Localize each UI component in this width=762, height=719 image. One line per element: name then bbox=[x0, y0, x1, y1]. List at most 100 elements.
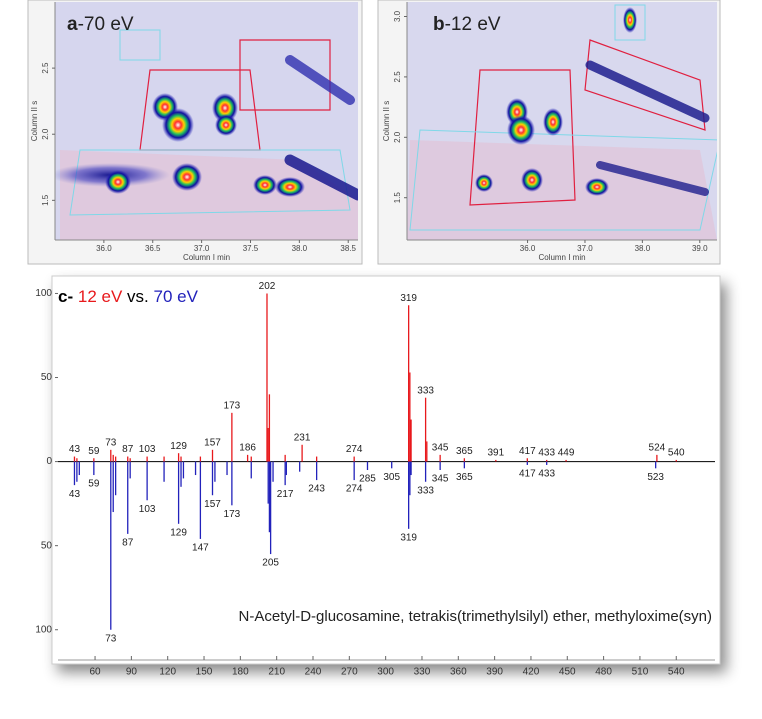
x-tick-label: 90 bbox=[126, 667, 138, 678]
region bbox=[407, 140, 717, 240]
peak-label: 365 bbox=[456, 472, 473, 483]
blob bbox=[215, 114, 237, 136]
x-tick-label: 450 bbox=[559, 667, 576, 678]
streak bbox=[284, 154, 358, 201]
blob bbox=[585, 178, 609, 196]
y-tick-label: 50 bbox=[41, 540, 53, 551]
peak-label: 449 bbox=[558, 448, 575, 459]
x-tick-label: 240 bbox=[305, 667, 322, 678]
blob bbox=[275, 177, 305, 197]
y-tick-label: 50 bbox=[41, 372, 53, 383]
y-axis-label: Column II s bbox=[30, 101, 39, 141]
panel-label: a bbox=[67, 14, 78, 35]
x-tick-label: 36.0 bbox=[520, 244, 536, 253]
y-tick-label: 2.5 bbox=[393, 71, 402, 83]
x-tick-label: 270 bbox=[341, 667, 358, 678]
peak-label: 391 bbox=[487, 448, 504, 459]
peak-label: 103 bbox=[139, 504, 156, 515]
peak-label: 365 bbox=[456, 446, 473, 457]
peak-label: 433 bbox=[538, 448, 555, 459]
heatmap-image bbox=[407, 2, 717, 240]
x-tick-label: 60 bbox=[89, 667, 101, 678]
peak-label: 274 bbox=[346, 484, 363, 495]
peak-label: 129 bbox=[170, 527, 187, 538]
y-tick-label: 100 bbox=[35, 288, 52, 299]
peak-label: 523 bbox=[647, 472, 664, 483]
x-tick-label: 120 bbox=[159, 667, 176, 678]
peak-label: 231 bbox=[294, 432, 311, 443]
streak bbox=[285, 55, 355, 105]
peak-label: 524 bbox=[649, 443, 666, 454]
blob bbox=[623, 7, 637, 33]
x-axis-label: Column I min bbox=[183, 253, 230, 262]
x-tick-label: 36.5 bbox=[145, 244, 161, 253]
x-tick-label: 38.5 bbox=[340, 244, 356, 253]
x-tick-label: 150 bbox=[196, 667, 213, 678]
streak bbox=[585, 60, 710, 123]
peak-label: 540 bbox=[668, 448, 685, 459]
peak-label: 157 bbox=[204, 437, 221, 448]
x-tick-label: 37.0 bbox=[577, 244, 593, 253]
x-tick-label: 510 bbox=[632, 667, 649, 678]
contour bbox=[409, 4, 717, 231]
peak-label: 333 bbox=[417, 485, 434, 496]
x-tick-label: 390 bbox=[486, 667, 503, 678]
x-tick-label: 38.0 bbox=[292, 244, 308, 253]
streak bbox=[596, 161, 709, 196]
blob bbox=[543, 108, 563, 136]
peak-label: 305 bbox=[383, 472, 400, 483]
blob bbox=[253, 175, 277, 195]
peak-label: 59 bbox=[88, 479, 100, 490]
peak-label: 73 bbox=[105, 633, 117, 644]
panel-title-text: -70 eV bbox=[78, 14, 134, 35]
peak-label: 319 bbox=[400, 293, 417, 304]
y-tick-label: 2.5 bbox=[41, 62, 50, 74]
x-tick-label: 330 bbox=[414, 667, 431, 678]
peak-label: 87 bbox=[122, 538, 134, 549]
peak-label: 333 bbox=[417, 385, 434, 396]
peak-label: 129 bbox=[170, 441, 187, 452]
blob bbox=[521, 168, 543, 192]
peak-label: 157 bbox=[204, 499, 221, 510]
y-tick-label: 2.0 bbox=[41, 128, 50, 140]
blob bbox=[105, 170, 131, 194]
peak-label: 217 bbox=[277, 489, 294, 500]
annotation: N-Acetyl-D-glucosamine, tetrakis(trimeth… bbox=[239, 608, 712, 625]
peak-label: 243 bbox=[308, 484, 325, 495]
blob bbox=[507, 115, 535, 145]
peak-label: 87 bbox=[122, 444, 134, 455]
x-tick-label: 39.0 bbox=[692, 244, 708, 253]
x-tick-label: 36.0 bbox=[96, 244, 112, 253]
x-tick-label: 210 bbox=[268, 667, 285, 678]
x-tick-label: 300 bbox=[377, 667, 394, 678]
blob bbox=[475, 174, 493, 192]
y-tick-label: 3.0 bbox=[393, 10, 402, 22]
y-tick-label: 2.0 bbox=[393, 131, 402, 143]
peak-label: 417 bbox=[519, 469, 536, 480]
y-tick-label: 100 bbox=[35, 624, 52, 635]
peak-label: 59 bbox=[88, 446, 100, 457]
x-tick-label: 180 bbox=[232, 667, 249, 678]
x-tick-label: 480 bbox=[595, 667, 612, 678]
legend-entry: 12 eV bbox=[78, 287, 123, 306]
peak-label: 205 bbox=[262, 558, 279, 569]
peak-label: 173 bbox=[224, 400, 241, 411]
panel-title-text: -12 eV bbox=[445, 14, 501, 35]
panel-title: a-70 eV bbox=[67, 14, 134, 35]
peak-label: 103 bbox=[139, 444, 156, 455]
peak-label: 345 bbox=[432, 474, 449, 485]
x-tick-label: 420 bbox=[523, 667, 540, 678]
x-tick-label: 360 bbox=[450, 667, 467, 678]
heatmap-image bbox=[55, 2, 358, 240]
peak-label: 43 bbox=[69, 444, 81, 455]
spectrum-frame bbox=[51, 275, 721, 665]
spectrum-title: c- 12 eV vs. 70 eV bbox=[58, 287, 199, 306]
peak-label: 73 bbox=[105, 437, 117, 448]
panel-label: c- bbox=[58, 287, 73, 306]
panel-label: b bbox=[433, 14, 445, 35]
peak-label: 173 bbox=[224, 509, 241, 520]
x-tick-label: 540 bbox=[668, 667, 685, 678]
peak-label: 285 bbox=[359, 474, 376, 485]
